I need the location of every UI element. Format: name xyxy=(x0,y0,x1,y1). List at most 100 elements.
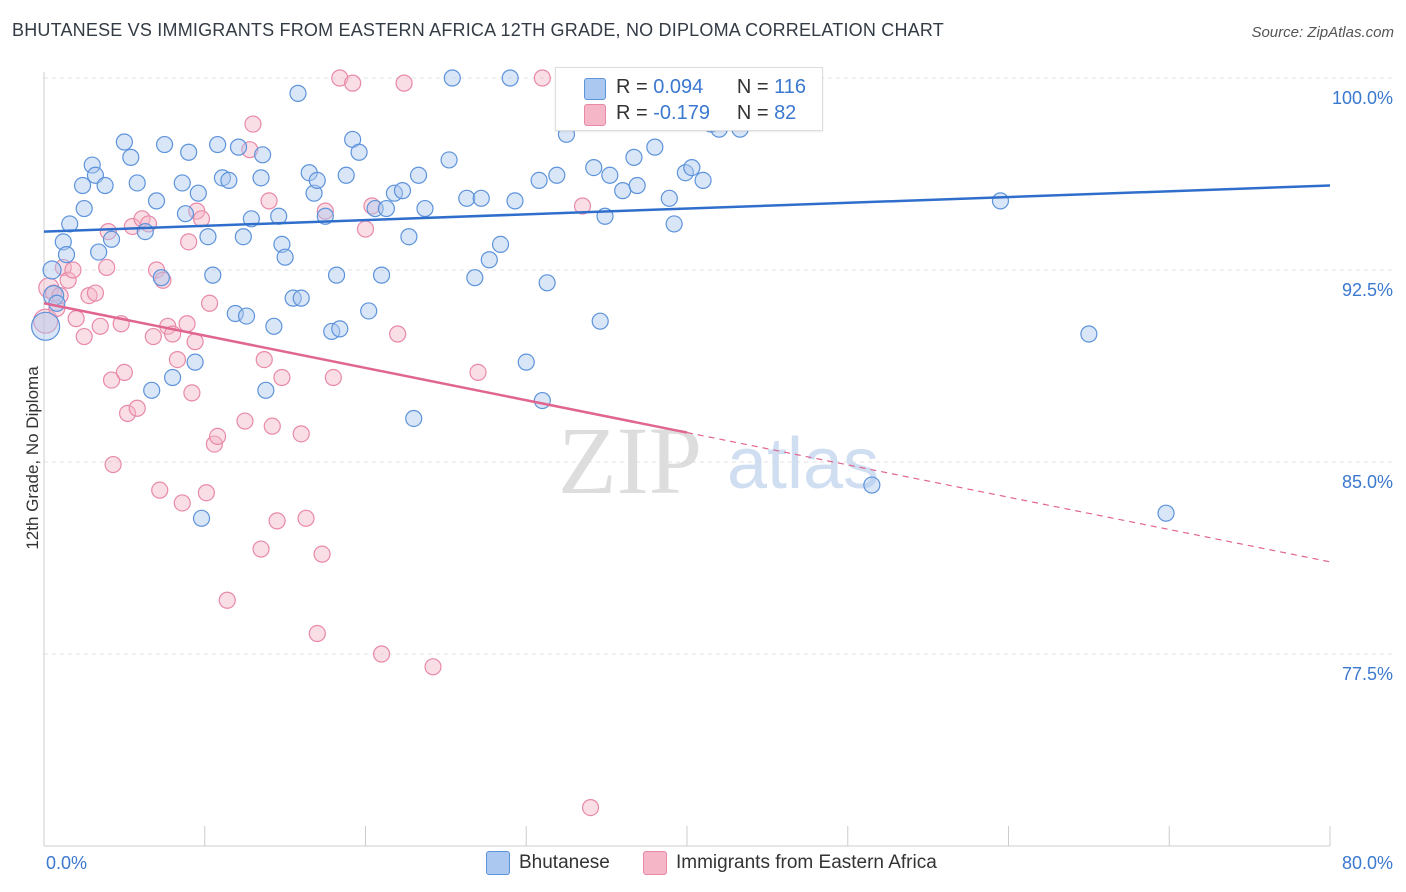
bhutanese-point xyxy=(257,381,275,399)
bhutanese-point xyxy=(204,266,222,284)
stats-box: R = 0.094 N = 116 R = -0.179 N = 82 xyxy=(555,67,823,131)
bhutanese-point xyxy=(991,192,1010,210)
stats-n-label: N = xyxy=(736,76,769,98)
immigrants-point xyxy=(67,310,85,328)
watermark-atlas: atlas xyxy=(727,424,879,504)
bhutanese-point xyxy=(96,176,114,195)
bhutanese-point xyxy=(226,304,244,323)
immigrants-point xyxy=(98,258,116,277)
bhutanese-point xyxy=(220,171,238,189)
bhutanese-point xyxy=(273,235,291,253)
bhutanese-point xyxy=(186,353,204,371)
stats-r-label: R = xyxy=(616,102,648,124)
bhutanese-point xyxy=(614,182,632,200)
immigrants-point xyxy=(316,202,334,220)
immigrants-point xyxy=(54,258,72,277)
bhutanese-point xyxy=(176,205,195,223)
bhutanese-point xyxy=(538,274,556,292)
immigrants-point xyxy=(292,425,310,443)
bhutanese-point xyxy=(1080,325,1098,343)
legend-item-immigrants[interactable]: Immigrants from Eastern Africa xyxy=(643,851,937,877)
bhutanese-point xyxy=(305,184,323,202)
immigrants-point xyxy=(183,384,201,402)
immigrants-point xyxy=(363,197,381,215)
bhutanese-point xyxy=(199,228,217,246)
bhutanese-point xyxy=(466,269,484,287)
bhutanese-point xyxy=(405,409,423,428)
immigrants-point xyxy=(236,412,254,430)
immigrants-point xyxy=(263,417,281,435)
bhutanese-point xyxy=(480,251,498,269)
bhutanese-point xyxy=(254,146,272,164)
bhutanese-point xyxy=(393,182,412,200)
bhutanese-point xyxy=(491,235,510,253)
immigrants-point xyxy=(104,455,122,474)
bhutanese-point xyxy=(237,307,256,325)
bhutanese-point xyxy=(377,199,395,218)
bhutanese-point xyxy=(1157,504,1175,522)
bhutanese-point xyxy=(136,223,154,241)
bhutanese-point xyxy=(252,169,270,187)
bhutanese-point xyxy=(660,189,678,207)
immigrants-point xyxy=(197,484,215,502)
legend-swatch-pink xyxy=(643,851,667,875)
bhutanese-point xyxy=(501,69,519,87)
immigrants-point xyxy=(344,74,362,92)
bhutanese-point xyxy=(350,143,368,161)
legend-swatch-blue xyxy=(486,851,510,875)
immigrants-point xyxy=(118,404,137,422)
bhutanese-point xyxy=(54,233,72,251)
bhutanese-point xyxy=(458,189,476,207)
bhutanese-point xyxy=(152,269,170,287)
immigrants-point xyxy=(252,540,270,558)
bhutanese-point xyxy=(164,368,182,387)
bhutanese-point xyxy=(646,138,664,156)
bhutanese-point xyxy=(31,311,61,341)
immigrants-point xyxy=(372,645,391,663)
bhutanese-point xyxy=(57,246,76,264)
bhutanese-point xyxy=(83,156,101,174)
stats-swatch-blue xyxy=(584,78,606,100)
bhutanese-point xyxy=(73,176,92,195)
stats-n-label: N = xyxy=(736,102,769,124)
immigrants-point xyxy=(241,141,259,159)
immigrants-point xyxy=(86,284,105,302)
immigrants-point xyxy=(168,351,187,369)
legend-label-immigrants: Immigrants from Eastern Africa xyxy=(676,852,937,874)
bhutanese-point xyxy=(628,176,646,195)
legend-item-bhutanese[interactable]: Bhutanese xyxy=(486,851,610,877)
immigrants-point xyxy=(200,294,219,312)
immigrants-point xyxy=(581,798,600,817)
source-label: Source: ZipAtlas.com xyxy=(1251,24,1394,41)
immigrants-point xyxy=(308,624,326,643)
immigrants-point xyxy=(331,69,349,87)
immigrants-point xyxy=(324,368,342,387)
immigrants-point xyxy=(218,591,236,609)
bhutanese-point xyxy=(601,166,619,184)
bhutanese-point xyxy=(173,174,191,192)
bhutanese-point xyxy=(265,317,283,335)
bhutanese-point xyxy=(229,138,248,156)
bhutanese-point xyxy=(548,166,566,184)
bhutanese-point xyxy=(75,199,93,218)
immigrants-point xyxy=(180,233,198,251)
immigrants-point xyxy=(533,69,551,87)
bhutanese-point xyxy=(409,166,428,184)
stats-swatch-pink xyxy=(584,104,606,126)
bhutanese-point xyxy=(42,260,62,280)
immigrants-point xyxy=(209,427,227,445)
bhutanese-point xyxy=(189,184,207,202)
y-axis-label: 12th Grade, No Diploma xyxy=(23,366,42,550)
immigrants-point xyxy=(573,197,592,215)
x-tick-label: 80.0% xyxy=(1342,853,1393,873)
bhutanese-point xyxy=(416,199,434,218)
immigrants-point xyxy=(260,192,278,210)
bhutanese-point xyxy=(147,192,166,210)
bhutanese-point xyxy=(506,192,524,210)
bhutanese-point xyxy=(292,289,310,307)
y-tick-label: 92.5% xyxy=(1342,280,1393,300)
immigrants-trend-line xyxy=(43,302,688,434)
immigrants-point xyxy=(91,317,109,335)
stats-n-value: 116 xyxy=(774,76,806,98)
